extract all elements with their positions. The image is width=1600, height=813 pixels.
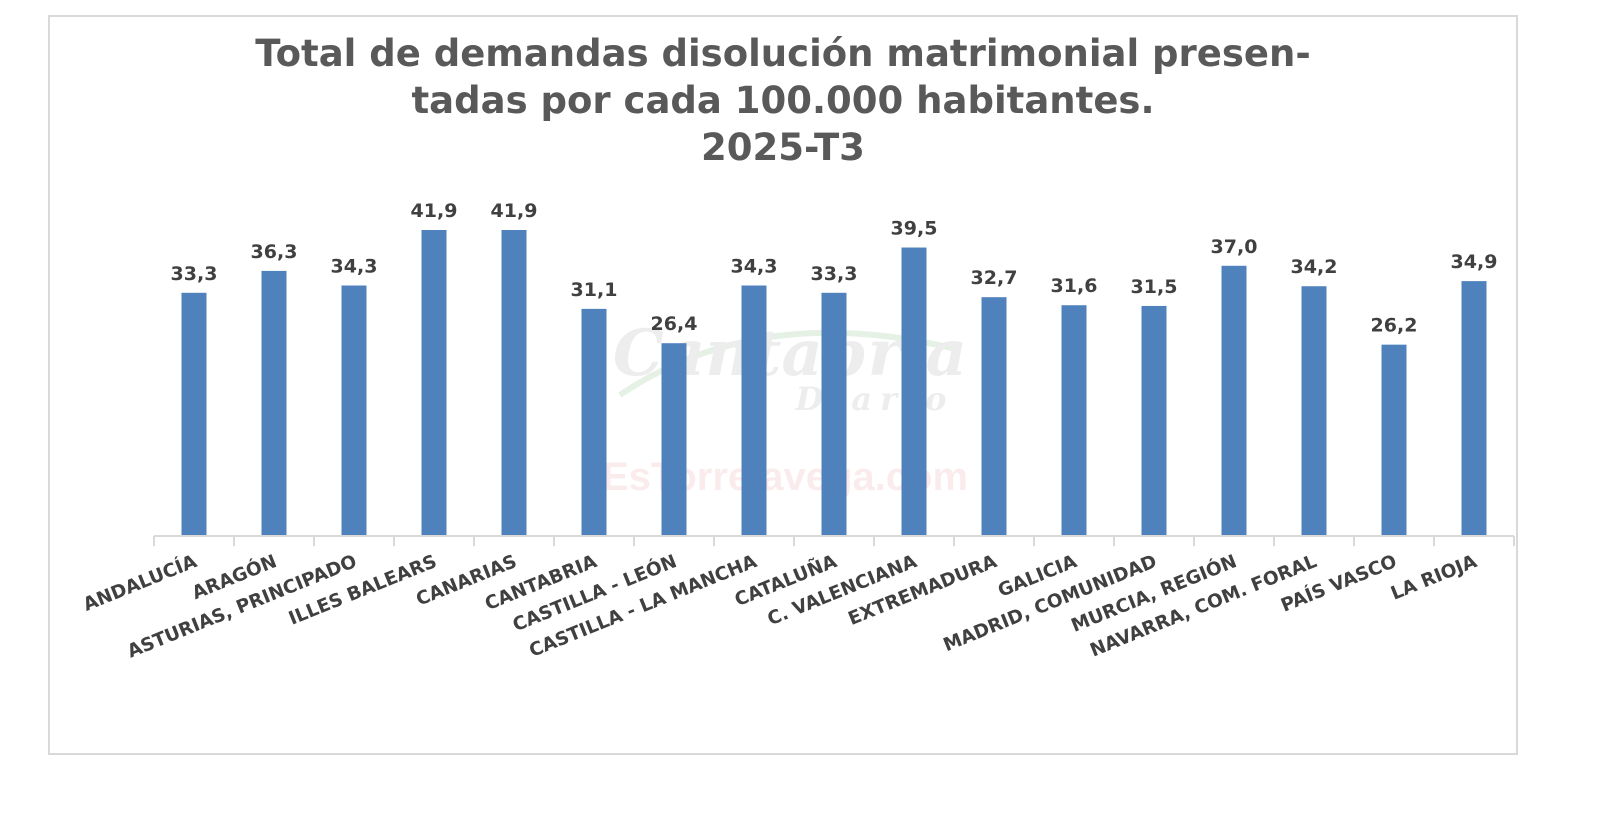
data-label: 34,2	[1291, 256, 1338, 278]
value-labels: 33,3 36,3 34,3 41,9 41,9 31,1 26,4 34,3 33,3 39,5…	[171, 200, 1498, 337]
data-label: 31,5	[1131, 276, 1178, 298]
bar	[661, 343, 687, 536]
data-label: 41,9	[491, 200, 538, 222]
chart-frame	[48, 15, 1518, 755]
bar	[1461, 281, 1487, 536]
bar	[421, 230, 447, 536]
chart-title-line-2: tadas por cada 100.000 habitantes.	[411, 79, 1155, 122]
bar	[821, 292, 847, 536]
data-label: 34,3	[731, 256, 778, 278]
data-label: 33,3	[811, 263, 858, 285]
chart-title-line-1: Total de demandas disolución matrimonial…	[255, 32, 1311, 75]
bar	[901, 247, 927, 536]
category-label: LA RIOJA	[1388, 551, 1481, 605]
data-label: 33,3	[171, 263, 218, 285]
data-label: 37,0	[1211, 236, 1258, 258]
data-label: 31,1	[571, 279, 618, 301]
data-label: 34,9	[1451, 251, 1498, 273]
bar	[981, 297, 1007, 536]
chart-title-line-3: 2025-T3	[701, 126, 865, 169]
data-label: 26,4	[651, 313, 698, 335]
bar	[1061, 305, 1087, 536]
bar	[501, 230, 527, 536]
bars	[181, 230, 1487, 536]
bar	[741, 285, 767, 536]
data-label: 26,2	[1371, 315, 1418, 337]
data-label: 36,3	[251, 241, 298, 263]
x-axis	[153, 535, 1515, 546]
bar	[1221, 265, 1247, 536]
category-label: ANDALUCÍA	[80, 550, 201, 616]
data-label: 31,6	[1051, 275, 1098, 297]
watermark-logo-sub: Diario	[795, 380, 955, 418]
data-label: 34,3	[331, 256, 378, 278]
bar	[261, 270, 287, 536]
data-label: 32,7	[971, 267, 1018, 289]
data-label: 39,5	[891, 218, 938, 240]
bar	[581, 308, 607, 536]
chart-title: Total de demandas disolución matrimonial…	[48, 30, 1518, 171]
bar	[181, 292, 207, 536]
data-label: 41,9	[411, 200, 458, 222]
bar	[1141, 305, 1167, 536]
bar	[1301, 286, 1327, 536]
bar	[341, 285, 367, 536]
bar	[1381, 344, 1407, 536]
